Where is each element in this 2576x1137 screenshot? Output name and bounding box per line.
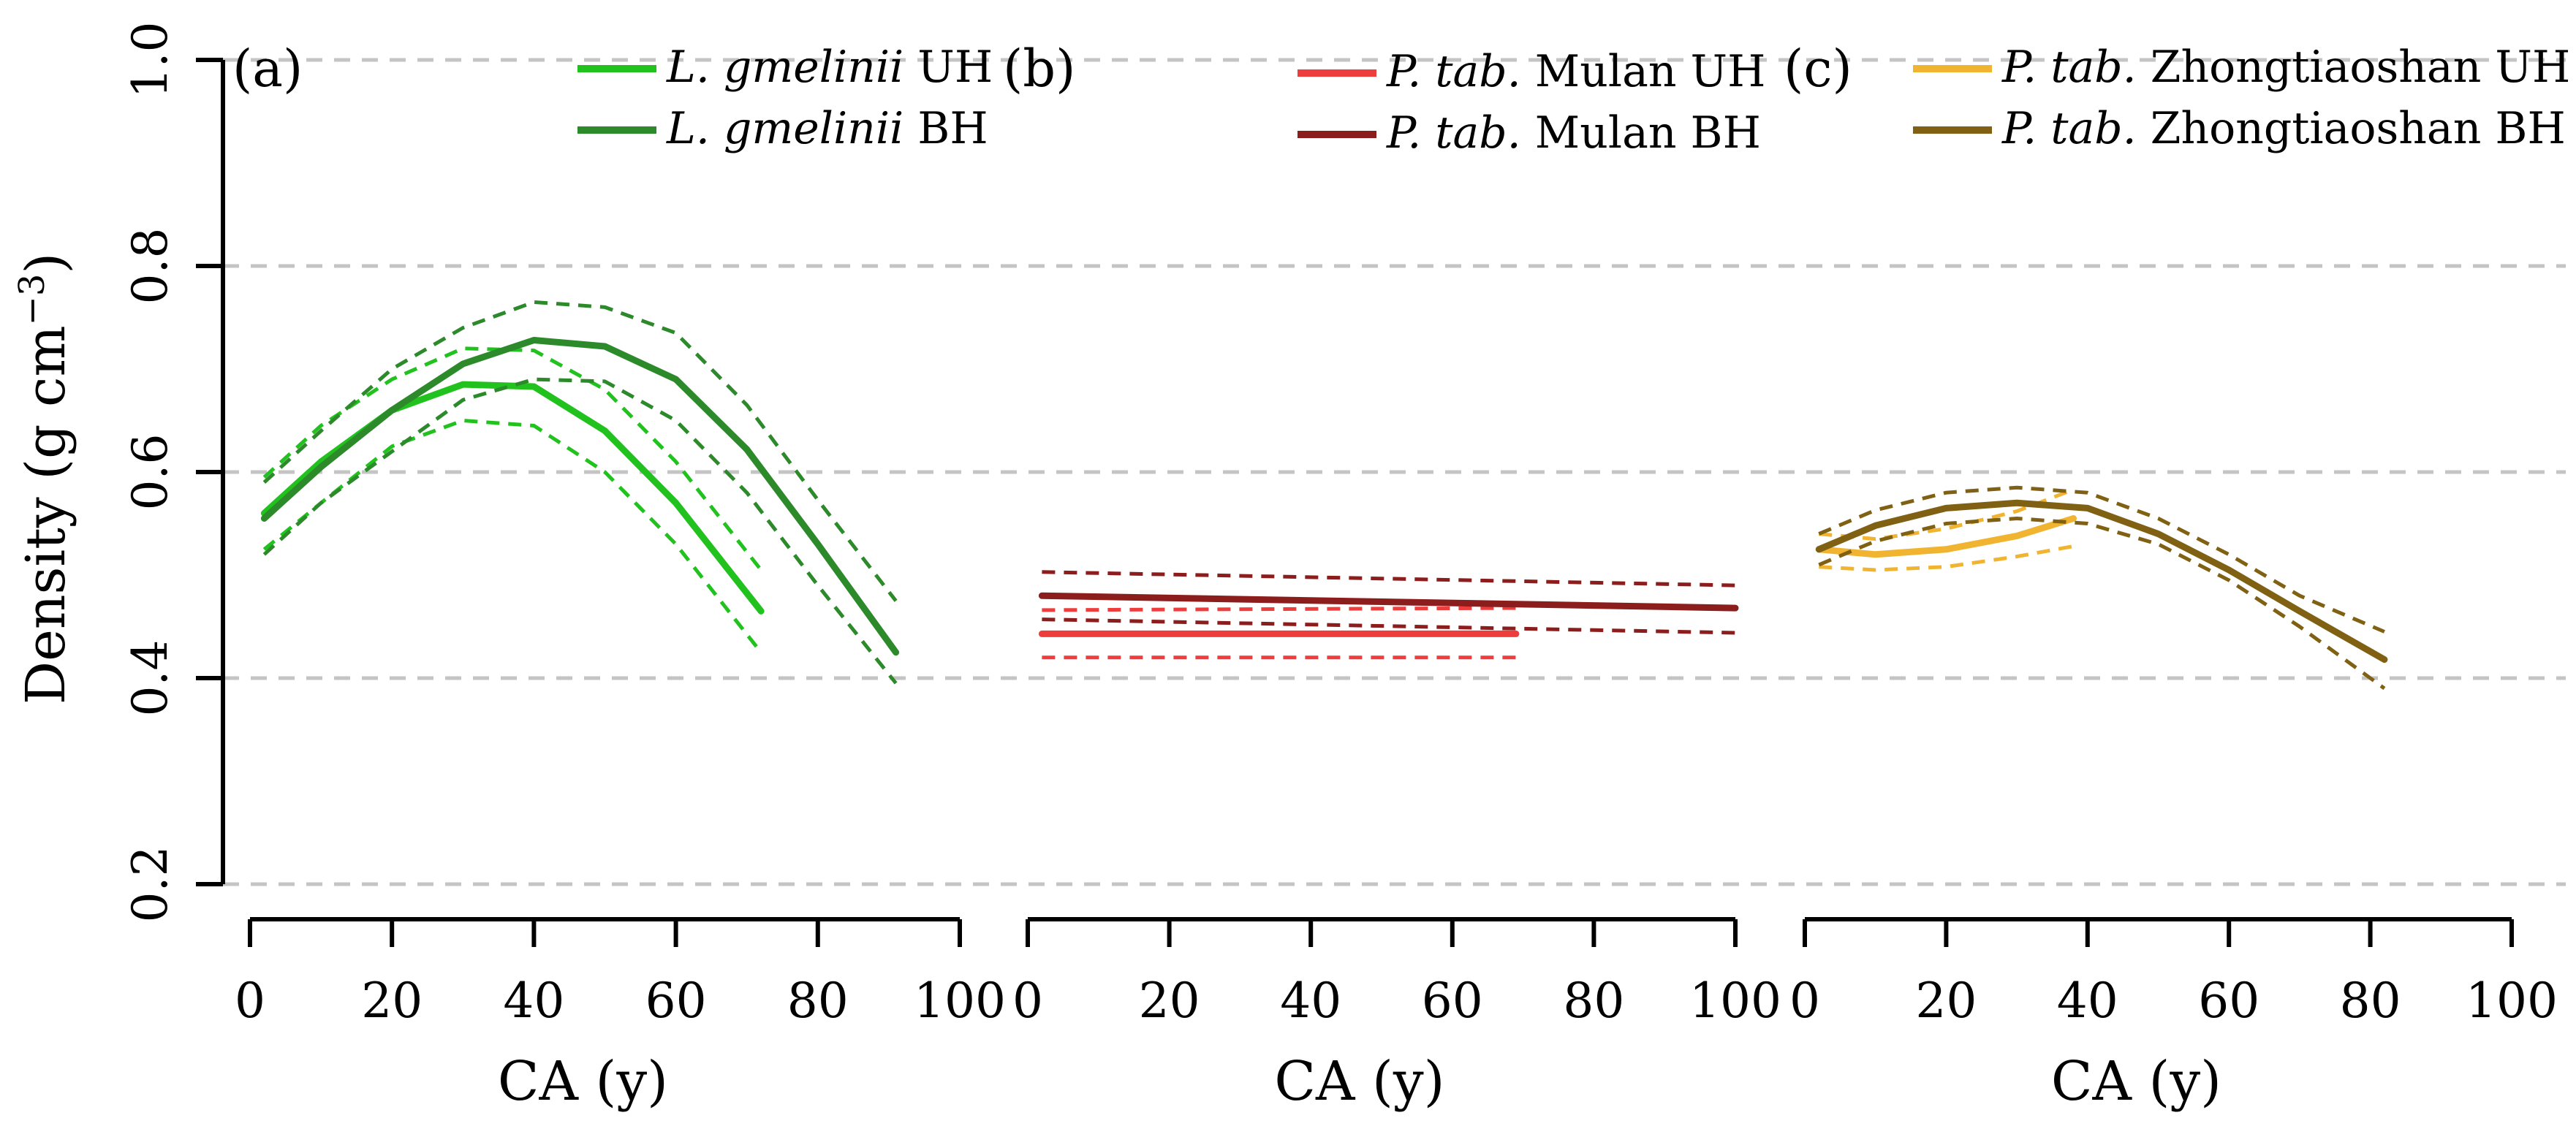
x-tick-label-4: 80 bbox=[1563, 973, 1624, 1029]
x-axis-title: CA (y) bbox=[498, 1050, 668, 1113]
x-axis-title: CA (y) bbox=[2051, 1050, 2221, 1113]
legend-label-italic: L. gmelinii bbox=[666, 103, 917, 154]
x-tick-label-5: 100 bbox=[2466, 973, 2558, 1029]
series-0-upper-ci bbox=[262, 346, 763, 571]
x-tick-label-4: 80 bbox=[787, 973, 849, 1029]
panel-label: (a) bbox=[232, 39, 303, 99]
y-axis-title-main: Density (g cm bbox=[15, 325, 77, 704]
y-axis-title-close: ) bbox=[15, 253, 77, 274]
series-0-line bbox=[260, 381, 765, 615]
x-tick-label-0: 0 bbox=[1012, 973, 1043, 1029]
series-1-upper-ci bbox=[262, 300, 898, 602]
legend-label-rest: Zhongtiaoshan BH bbox=[2151, 103, 2566, 154]
y-axis-title-exponent: −3 bbox=[12, 274, 53, 326]
legend-label-italic: P. tab. bbox=[2001, 42, 2151, 93]
x-tick-label-4: 80 bbox=[2340, 973, 2401, 1029]
legend-label-italic: L. gmelinii bbox=[666, 42, 917, 93]
series-1-lower-ci bbox=[262, 377, 898, 685]
x-tick-label-2: 40 bbox=[1280, 973, 1341, 1029]
panel-label: (b) bbox=[1003, 39, 1075, 99]
legend-label-rest: Zhongtiaoshan UH bbox=[2151, 42, 2571, 93]
panel-label: (c) bbox=[1784, 39, 1852, 99]
legend-label-rest: BH bbox=[917, 103, 988, 154]
x-tick-label-3: 60 bbox=[1422, 973, 1483, 1029]
x-tick-label-1: 20 bbox=[1139, 973, 1200, 1029]
legend-label-italic: P. tab. bbox=[1386, 107, 1535, 159]
x-tick-label-3: 60 bbox=[645, 973, 707, 1029]
x-tick-label-2: 40 bbox=[2057, 973, 2118, 1029]
legend-label-1: P. tab. Zhongtiaoshan BH bbox=[2001, 103, 2566, 154]
y-axis-title: Density (g cm−3) bbox=[12, 253, 77, 705]
x-axis-title: CA (y) bbox=[1274, 1050, 1444, 1113]
y-tick-label-3: 0.8 bbox=[122, 228, 178, 305]
legend-label-italic: P. tab. bbox=[1386, 46, 1535, 97]
legend-label-rest: UH bbox=[917, 42, 993, 93]
series-1-lower-ci bbox=[1042, 617, 1736, 635]
gridlines bbox=[223, 58, 2566, 886]
y-tick-label-0: 0.2 bbox=[122, 846, 178, 923]
legend-label-1: L. gmelinii BH bbox=[666, 103, 988, 154]
y-tick-label-1: 0.4 bbox=[122, 640, 178, 717]
series-1-line bbox=[260, 337, 900, 656]
series-1-upper-ci bbox=[1042, 570, 1736, 587]
legend-label-italic: P. tab. bbox=[2001, 103, 2151, 154]
series-1-line bbox=[1038, 592, 1739, 612]
x-tick-label-1: 20 bbox=[361, 973, 423, 1029]
y-tick-label-4: 1.0 bbox=[122, 22, 178, 99]
series-0-line bbox=[1815, 515, 2077, 558]
y-axis: 0.2 0.4 0.6 0.8 1.0 bbox=[122, 22, 225, 923]
series-0-upper-ci bbox=[1042, 606, 1516, 612]
legend-label-0: L. gmelinii UH bbox=[666, 42, 993, 93]
panel-c: 0 20 40 60 80 100 CA (y) (c) P. tab. Zhongtiaosh… bbox=[1784, 39, 2570, 1113]
x-tick-label-3: 60 bbox=[2198, 973, 2259, 1029]
legend-label-0: P. tab. Mulan UH bbox=[1386, 46, 1765, 97]
x-tick-label-0: 0 bbox=[235, 973, 265, 1029]
series-1-lower-ci bbox=[1818, 517, 2386, 691]
x-tick-label-2: 40 bbox=[503, 973, 564, 1029]
x-tick-label-5: 100 bbox=[1689, 973, 1781, 1029]
series-1-upper-ci bbox=[1818, 485, 2385, 634]
series-1-line bbox=[1815, 499, 2388, 663]
legend-label-rest: Mulan BH bbox=[1535, 107, 1761, 159]
x-tick-label-0: 0 bbox=[1789, 973, 1820, 1029]
x-tick-label-1: 20 bbox=[1915, 973, 1977, 1029]
x-tick-label-5: 100 bbox=[914, 973, 1006, 1029]
legend-label-0: P. tab. Zhongtiaoshan UH bbox=[2001, 42, 2570, 93]
legend-label-rest: Mulan UH bbox=[1535, 46, 1766, 97]
legend-label-1: P. tab. Mulan BH bbox=[1386, 107, 1761, 159]
y-tick-label-2: 0.6 bbox=[122, 434, 178, 511]
